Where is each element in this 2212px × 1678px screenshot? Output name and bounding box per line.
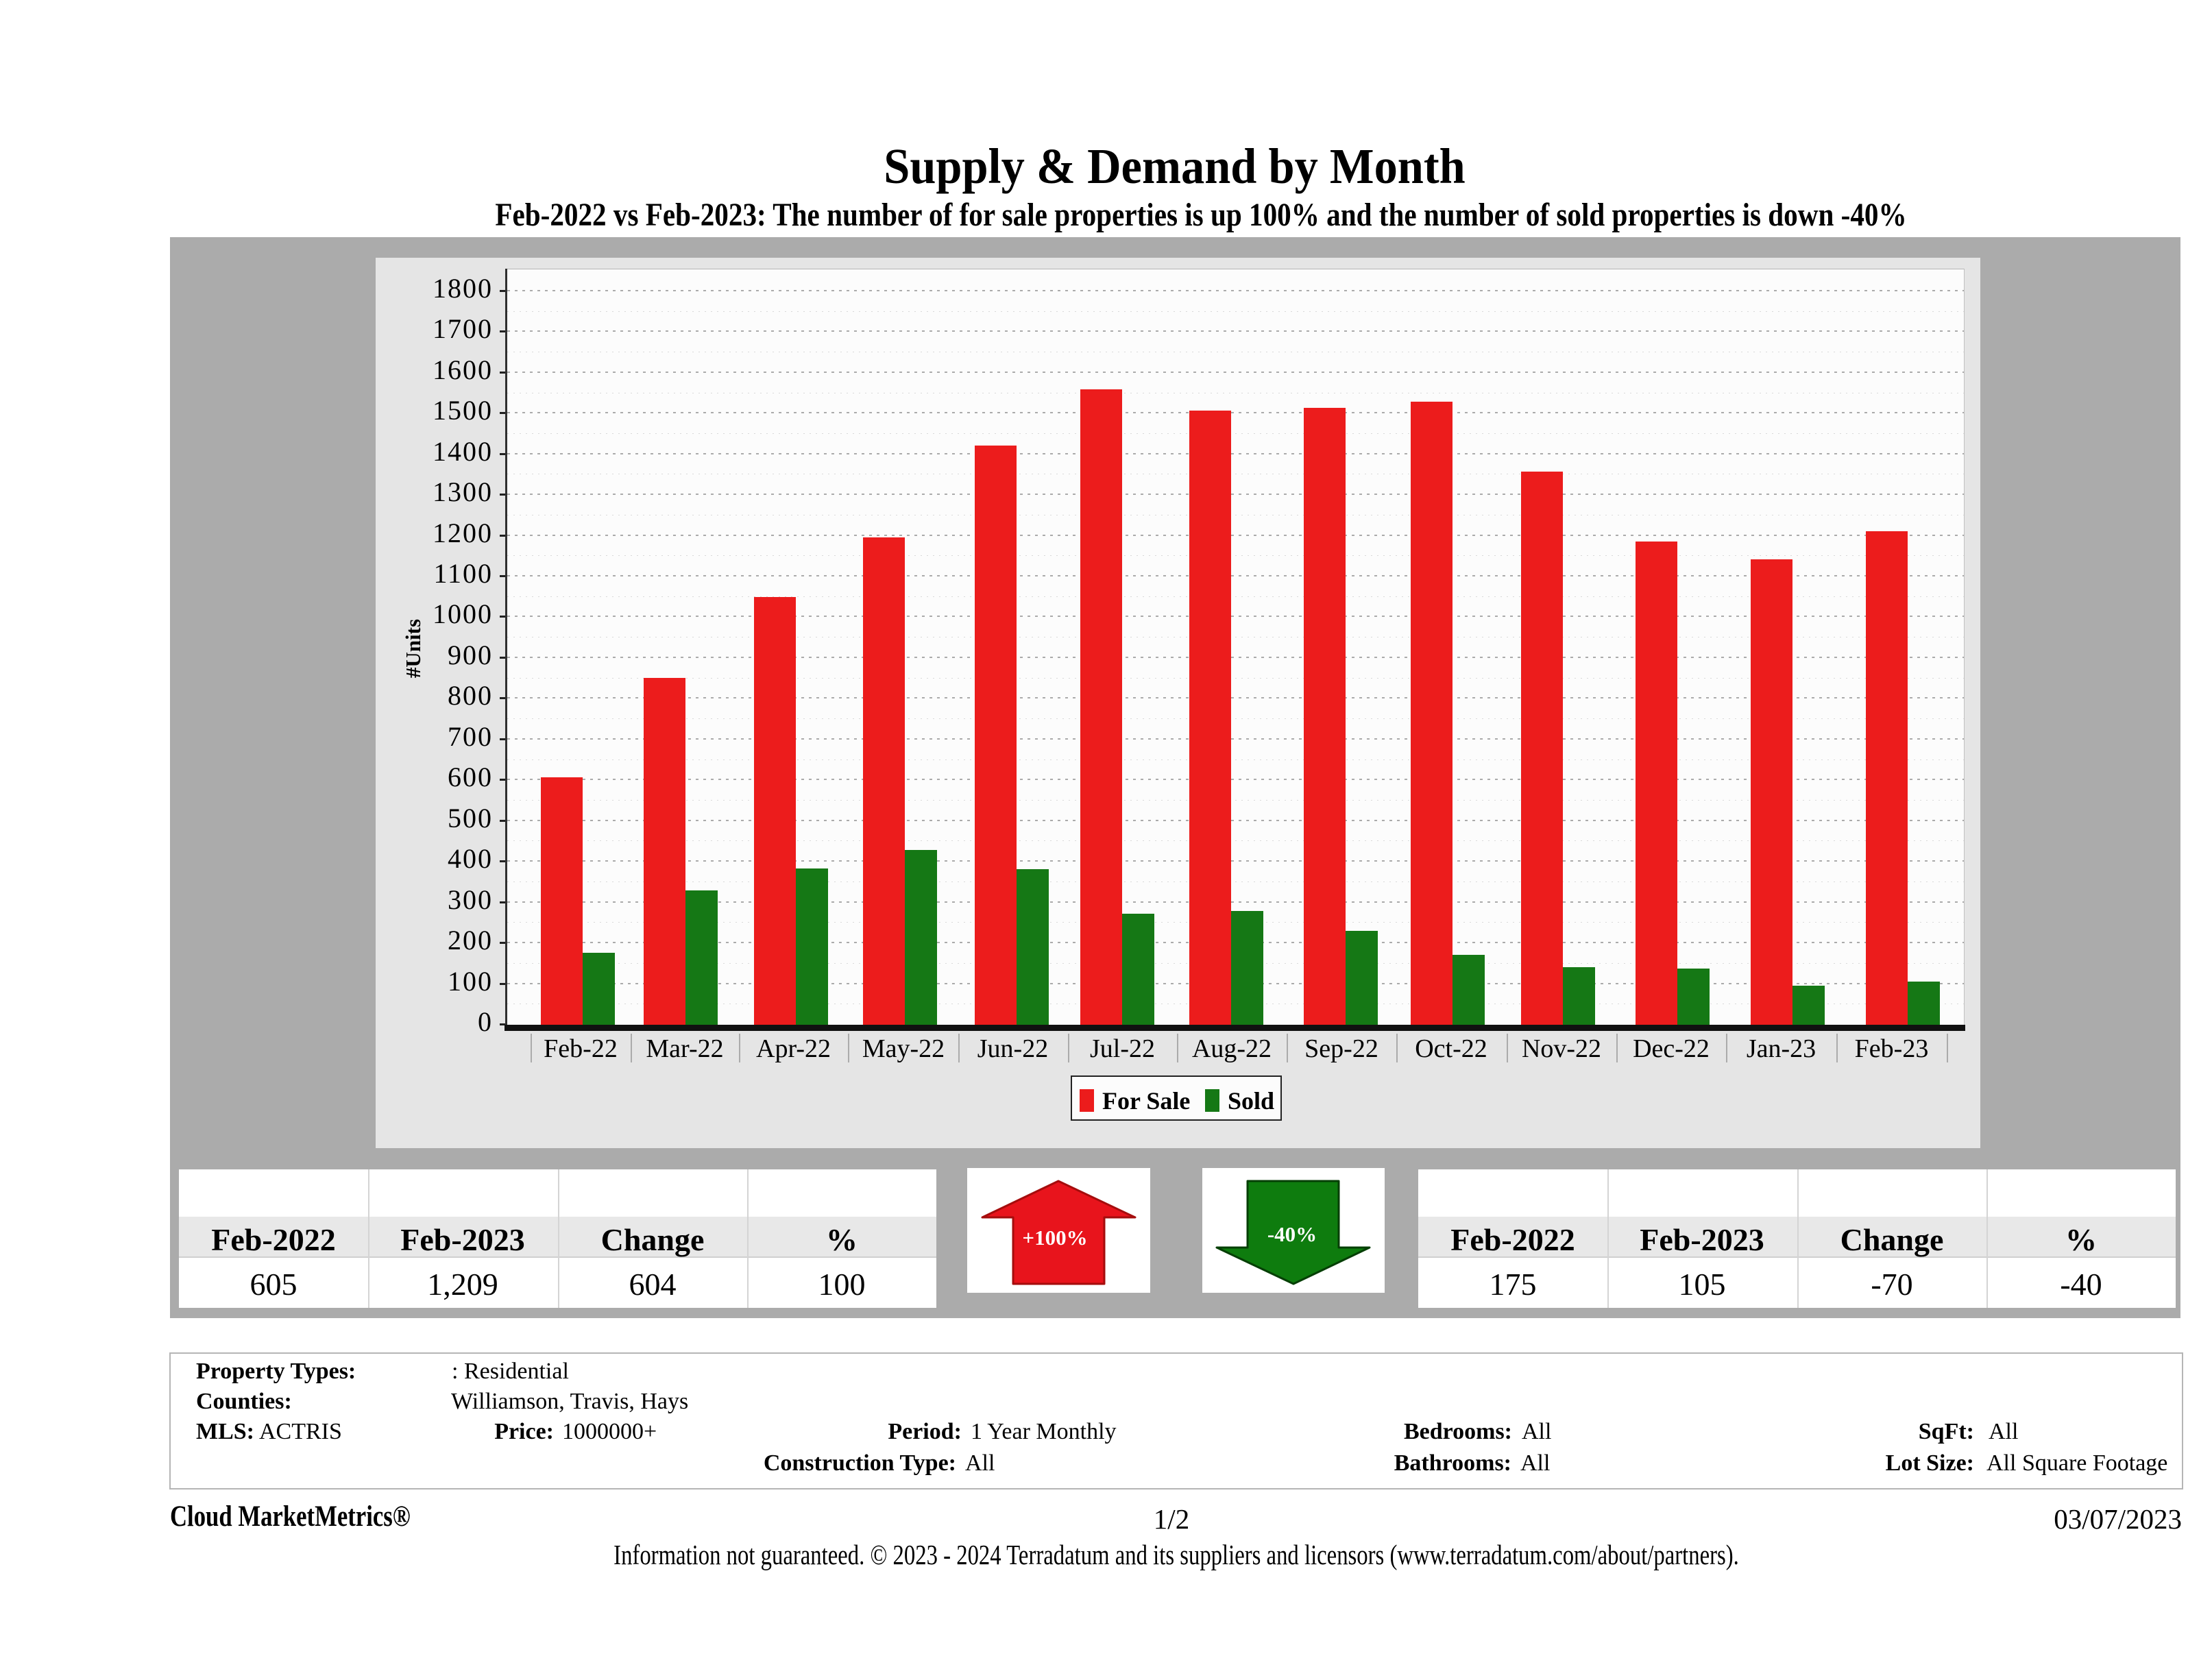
svg-text:+100%: +100% — [1022, 1226, 1087, 1250]
svg-text:-40%: -40% — [1267, 1222, 1317, 1246]
